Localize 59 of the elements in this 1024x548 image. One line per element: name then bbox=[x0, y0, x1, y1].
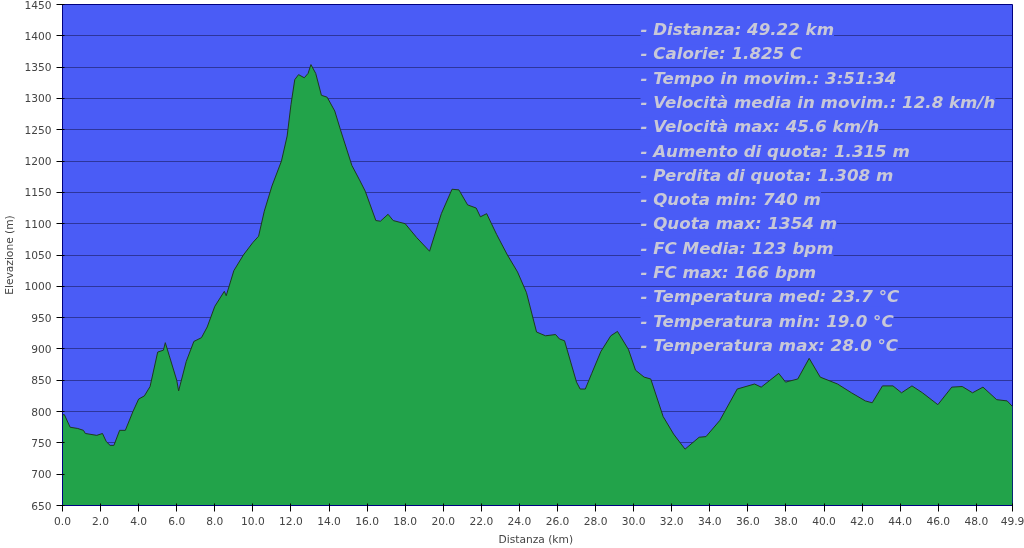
y-tick-label: 700 bbox=[31, 468, 52, 482]
x-tick-label: 30.0 bbox=[621, 514, 646, 528]
annotation: - Aumento di quota: 1.315 m bbox=[640, 141, 910, 161]
x-tick-label: 24.0 bbox=[507, 514, 532, 528]
x-tick-label: 22.0 bbox=[469, 514, 494, 528]
x-tick-label: 8.0 bbox=[206, 514, 224, 528]
x-tick-label: 6.0 bbox=[168, 514, 186, 528]
annotation: - Tempo in movim.: 3:51:34 bbox=[640, 68, 897, 88]
annotation: - Temperatura min: 19.0 °C bbox=[640, 311, 895, 331]
annotation: - Quota max: 1354 m bbox=[640, 214, 837, 234]
x-tick-label: 38.0 bbox=[774, 514, 799, 528]
x-tick-label: 34.0 bbox=[697, 514, 722, 528]
annotation: - Temperatura med: 23.7 °C bbox=[640, 287, 901, 307]
annotation: - Temperatura max: 28.0 °C bbox=[640, 335, 899, 355]
y-tick-label: 750 bbox=[31, 436, 52, 450]
y-tick-label: 1000 bbox=[24, 280, 52, 294]
x-tick-label: 0.0 bbox=[54, 514, 72, 528]
x-tick-label: 49.9 bbox=[1000, 514, 1024, 528]
x-tick-label: 28.0 bbox=[583, 514, 608, 528]
x-tick-label: 40.0 bbox=[812, 514, 837, 528]
x-tick-label: 10.0 bbox=[241, 514, 265, 528]
y-axis-title: Elevazione (m) bbox=[3, 215, 17, 295]
annotation: - FC max: 166 bpm bbox=[640, 263, 817, 282]
x-tick-label: 12.0 bbox=[279, 514, 304, 528]
x-tick-label: 4.0 bbox=[130, 514, 148, 528]
x-tick-label: 48.0 bbox=[964, 514, 989, 528]
x-tick-label: 20.0 bbox=[431, 514, 456, 528]
y-tick-label: 1450 bbox=[24, 0, 52, 12]
y-tick-label: 650 bbox=[31, 499, 52, 513]
y-tick-label: 1200 bbox=[24, 155, 52, 169]
annotation: - FC Media: 123 bpm bbox=[640, 238, 834, 258]
x-tick-label: 32.0 bbox=[659, 514, 684, 528]
x-tick-label: 18.0 bbox=[393, 514, 418, 528]
x-tick-label: 36.0 bbox=[736, 514, 760, 528]
y-tick-label: 1100 bbox=[24, 217, 52, 231]
y-tick-label: 1050 bbox=[24, 249, 52, 262]
annotation: - Velocità media in movim.: 12.8 km/h bbox=[640, 92, 996, 112]
x-tick-label: 14.0 bbox=[317, 514, 342, 528]
y-tick-label: 950 bbox=[31, 311, 52, 325]
y-tick-label: 1400 bbox=[24, 29, 52, 43]
x-tick-label: 46.0 bbox=[926, 514, 951, 528]
annotation: - Quota min: 740 m bbox=[640, 190, 821, 210]
y-tick-label: 850 bbox=[31, 374, 52, 388]
y-tick-label: 1250 bbox=[24, 123, 52, 137]
x-axis-title: Distanza (km) bbox=[498, 532, 574, 546]
y-tick-label: 800 bbox=[31, 405, 52, 419]
annotation: - Calorie: 1.825 C bbox=[640, 44, 803, 64]
annotation: - Perdita di quota: 1.308 m bbox=[640, 165, 894, 185]
annotation: - Distanza: 49.22 km bbox=[640, 20, 835, 39]
x-tick-label: 2.0 bbox=[92, 514, 110, 528]
x-tick-label: 42.0 bbox=[850, 514, 875, 528]
x-tick-label: 44.0 bbox=[888, 514, 913, 528]
y-tick-label: 1350 bbox=[24, 61, 52, 75]
x-tick-label: 16.0 bbox=[355, 514, 380, 528]
annotation: - Velocità max: 45.6 km/h bbox=[640, 117, 879, 137]
y-tick-label: 1150 bbox=[24, 186, 52, 200]
x-tick-label: 26.0 bbox=[545, 514, 570, 528]
y-tick-label: 1300 bbox=[24, 92, 52, 106]
y-tick-label: 900 bbox=[31, 342, 52, 356]
